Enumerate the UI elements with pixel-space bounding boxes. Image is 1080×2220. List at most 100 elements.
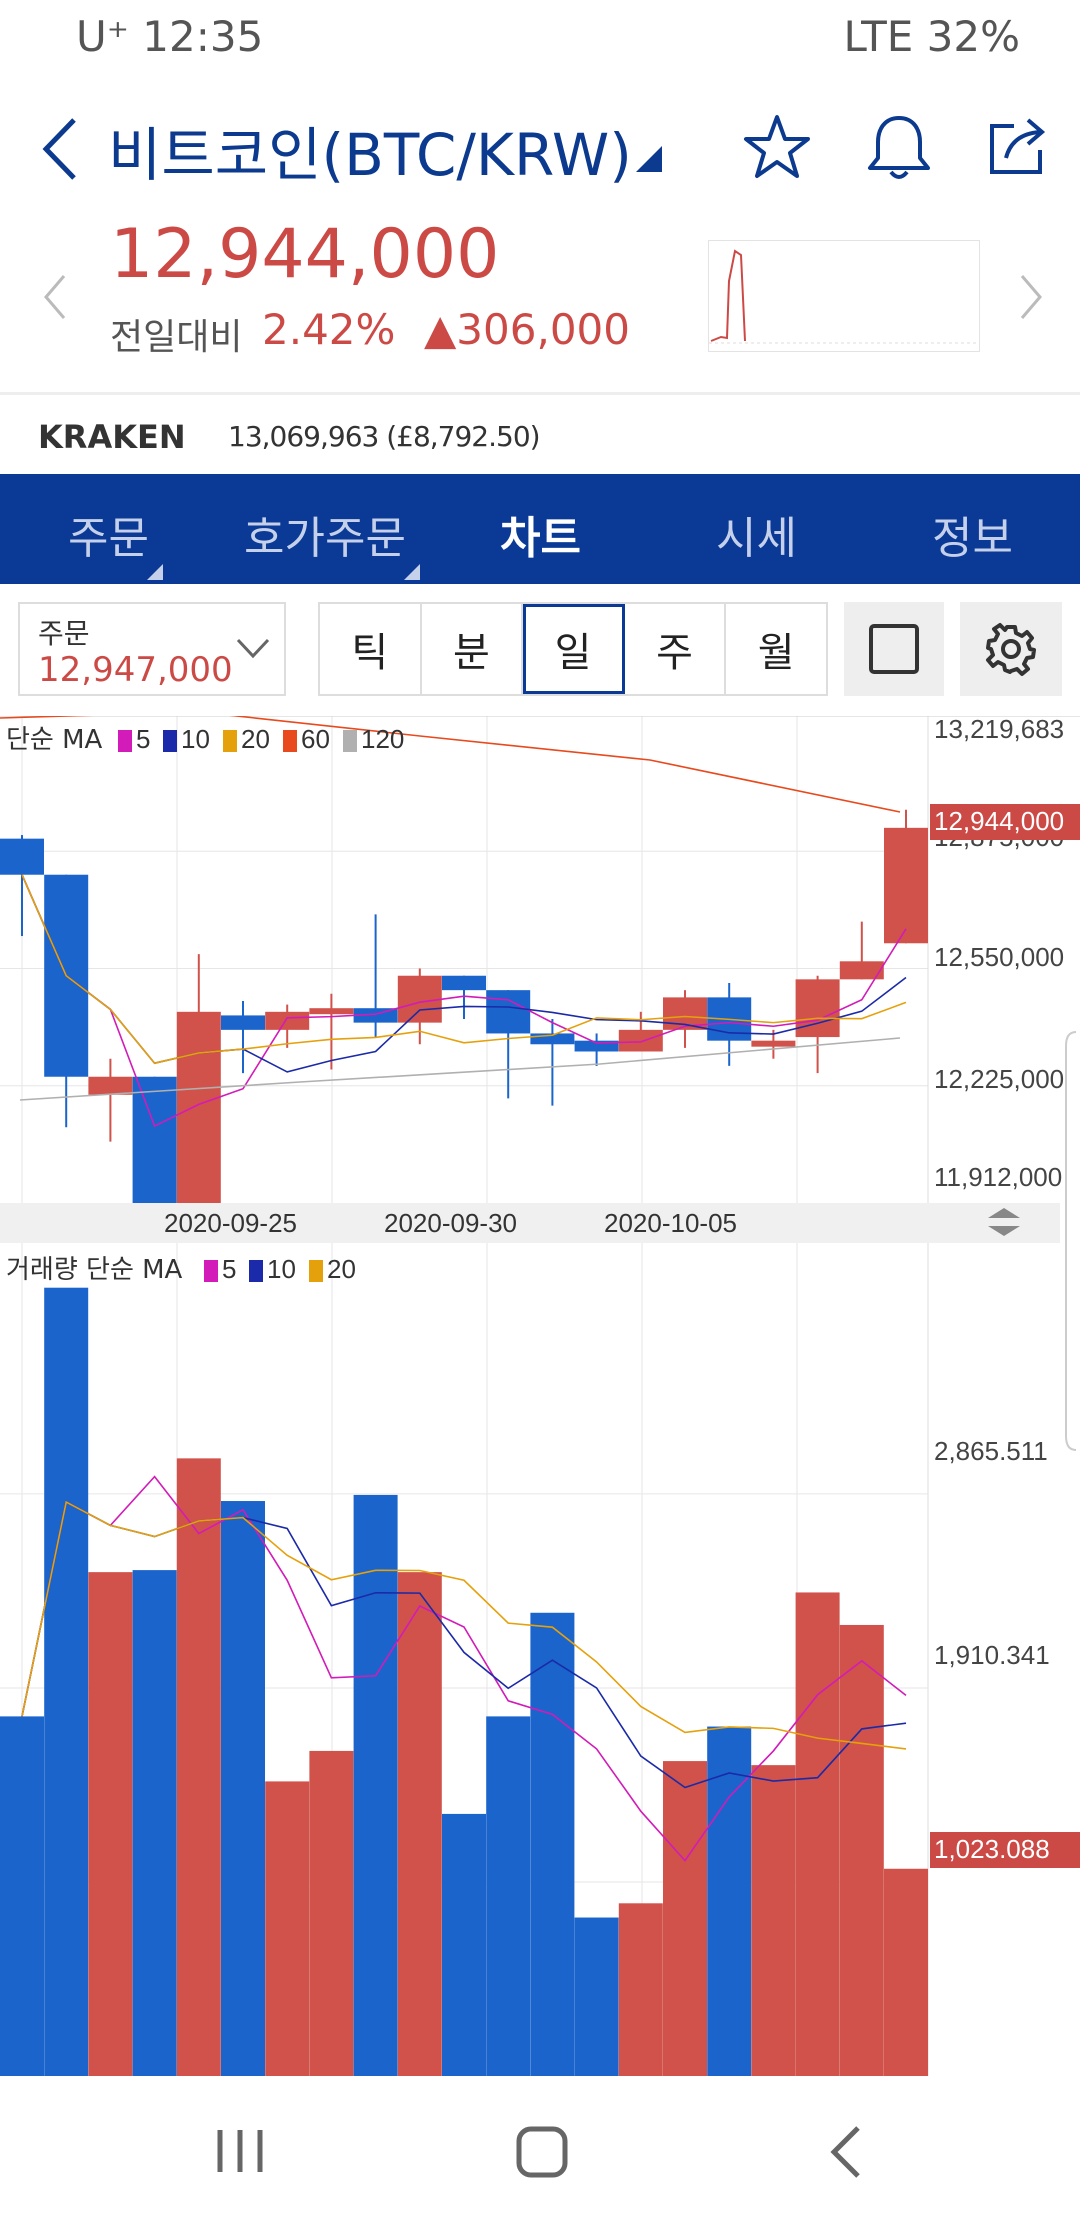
app-header: 비트코인(BTC/KRW) <box>0 100 1080 200</box>
price-tick-label: 13,219,683 <box>934 716 1064 744</box>
back-icon[interactable] <box>38 114 82 184</box>
volume-tick-label: 1,910.341 <box>934 1640 1050 1670</box>
legend-swatch <box>249 1260 263 1282</box>
prev-chevron-icon[interactable] <box>40 272 70 322</box>
candle-body <box>751 1040 796 1047</box>
recent-apps-icon[interactable] <box>212 2126 268 2176</box>
volume-tick-label: 2,865.511 <box>934 1436 1048 1466</box>
next-chevron-icon[interactable] <box>1016 272 1046 322</box>
candle-body <box>530 1033 575 1045</box>
current-volume-label: 1,023.088 <box>934 1834 1050 1864</box>
price-tick-label: 11,912,000 <box>934 1162 1062 1192</box>
volume-ma-line <box>21 1475 907 1862</box>
legend-label: 20 <box>327 1254 356 1284</box>
resize-up-icon <box>988 1208 1020 1218</box>
volume-bar <box>309 1750 354 2076</box>
volume-bar <box>132 1570 177 2076</box>
candle-body <box>618 1029 663 1052</box>
volume-bar <box>618 1903 663 2076</box>
order-value: 12,947,000 <box>38 650 233 690</box>
tab-order[interactable]: 주문 <box>68 502 163 580</box>
delta-label: 전일대비 <box>110 317 243 358</box>
volume-ma-line <box>21 1500 907 1750</box>
date-tick-label: 2020-10-05 <box>604 1208 737 1238</box>
star-icon[interactable] <box>742 112 812 182</box>
legend-swatch <box>283 730 297 752</box>
tab-info[interactable]: 정보 <box>932 502 1013 566</box>
volume-bar <box>574 1917 619 2076</box>
legend-prefix: 단순 MA <box>6 725 103 755</box>
settings-button[interactable] <box>960 602 1062 696</box>
price-tick-label: 12,550,000 <box>934 942 1064 972</box>
candle-body <box>0 838 44 875</box>
legend-swatch <box>223 730 237 752</box>
tab-label: 차트 <box>500 513 581 564</box>
system-nav-bar <box>0 2076 1080 2220</box>
delta-percent: 2.42% <box>262 305 396 354</box>
legend-label: 10 <box>267 1254 296 1284</box>
back-nav-icon[interactable] <box>826 2124 866 2180</box>
volume-bar <box>221 1501 265 2076</box>
legend-label: 120 <box>361 724 404 754</box>
candle-body <box>88 1076 133 1095</box>
candle-body <box>176 1011 221 1225</box>
candle-body <box>309 1008 354 1015</box>
candle-body <box>795 979 840 1038</box>
legend-label: 10 <box>181 724 210 754</box>
candle-body <box>397 975 442 1023</box>
volume-bar <box>707 1726 752 2076</box>
interval-tick[interactable]: 틱 <box>320 604 422 694</box>
interval-minute[interactable]: 분 <box>422 604 524 694</box>
page-title[interactable]: 비트코인(BTC/KRW) <box>108 121 632 189</box>
candle-body <box>486 990 531 1034</box>
fullscreen-button[interactable] <box>844 602 944 696</box>
candle-body <box>574 1040 619 1052</box>
tab-market[interactable]: 시세 <box>716 502 797 566</box>
tab-label: 시세 <box>716 513 797 564</box>
legend-swatch <box>309 1260 323 1282</box>
legend-label: 5 <box>222 1254 236 1284</box>
tab-label: 정보 <box>932 513 1013 564</box>
price-tick-label: 12,225,000 <box>934 1064 1064 1094</box>
date-axis-strip <box>0 1203 1060 1243</box>
dropdown-triangle-icon[interactable] <box>634 144 664 174</box>
tab-chart[interactable]: 차트 <box>500 502 581 566</box>
divider <box>0 392 1080 395</box>
legend-swatch <box>118 730 132 752</box>
legend-label: 60 <box>301 724 330 754</box>
mini-chart[interactable] <box>708 240 980 352</box>
volume-bar <box>397 1572 442 2076</box>
exchange-name: KRAKEN <box>38 418 186 456</box>
delta-value: ▲306,000 <box>424 305 630 354</box>
tab-label: 주문 <box>68 513 149 564</box>
volume-bar <box>530 1612 575 2076</box>
volume-bar <box>0 1716 44 2076</box>
volume-bar <box>839 1624 884 2076</box>
candle-body <box>839 961 884 980</box>
candle-body <box>442 975 486 991</box>
price-chart[interactable]: 13,219,68312,875,00012,550,00012,225,000… <box>0 711 1080 2076</box>
home-icon[interactable] <box>514 2124 570 2180</box>
volume-bar <box>353 1494 398 2076</box>
candle-body <box>132 1076 177 1225</box>
volume-bar <box>486 1716 531 2076</box>
share-icon[interactable] <box>984 110 1054 184</box>
order-select[interactable]: 주문 12,947,000 <box>18 602 286 696</box>
order-label: 주문 <box>38 617 90 650</box>
interval-week[interactable]: 주 <box>625 604 727 694</box>
legend-label: 20 <box>241 724 270 754</box>
bell-icon[interactable] <box>864 110 934 184</box>
current-price-tag <box>930 804 1080 840</box>
chart-area[interactable]: 13,219,68312,875,00012,550,00012,225,000… <box>0 711 1080 2076</box>
interval-day[interactable]: 일 <box>523 604 625 694</box>
date-tick-label: 2020-09-25 <box>164 1208 297 1238</box>
main-legend: 단순 MA 5 10 20 60 120 <box>6 724 404 755</box>
exchange-value: 13,069,963 (£8,792.50) <box>228 420 541 453</box>
interval-month[interactable]: 월 <box>757 630 795 676</box>
scroll-indicator <box>1065 1031 1077 1451</box>
tab-quote-order[interactable]: 호가주문 <box>244 502 420 580</box>
ma60-line <box>0 711 901 813</box>
chevron-down-icon <box>236 638 270 659</box>
current-price-label: 12,944,000 <box>934 806 1064 836</box>
volume-bar <box>751 1765 796 2076</box>
